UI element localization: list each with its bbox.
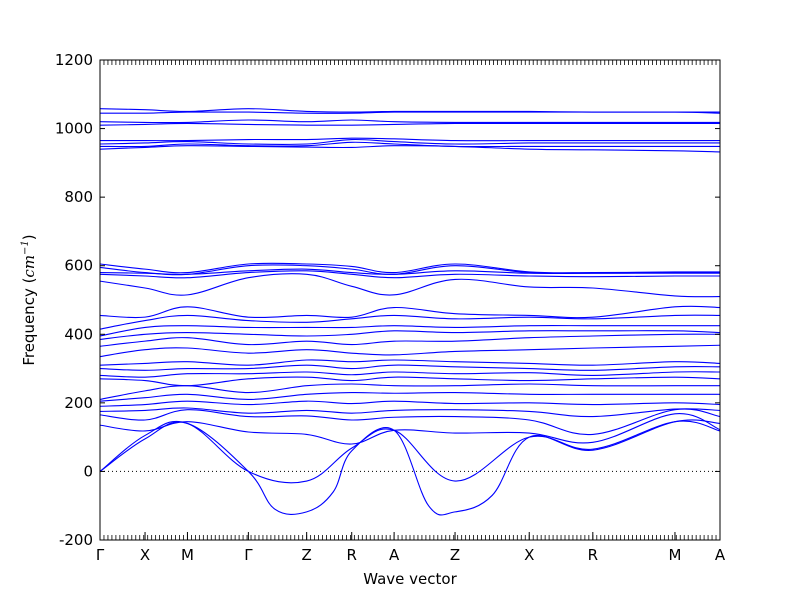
band-line-23: [99, 262, 721, 274]
band-line-14: [99, 333, 721, 347]
x-axis-label: Wave vector: [363, 570, 457, 588]
y-axis-label-unit: cm: [20, 255, 38, 278]
band-line-19: [99, 273, 721, 298]
y-tick-label: 1200: [55, 51, 93, 69]
band-line-12: [99, 359, 721, 366]
band-line-26: [99, 138, 720, 146]
ticks-group: -200 0 200 400 600 800 1000 1200 Γ X M Γ Z R A Z X R M A: [55, 51, 726, 564]
band-line-10: [99, 371, 721, 378]
y-tick-label: 400: [64, 325, 93, 343]
band-line-31: [99, 108, 721, 114]
band-line-20: [99, 270, 721, 279]
band-line-29: [99, 119, 720, 124]
band-line-9: [99, 376, 721, 387]
x-tick-label: X: [140, 546, 150, 564]
x-tick-label: M: [668, 546, 681, 564]
x-tick-label: Γ: [96, 546, 105, 564]
y-tick-label: 1000: [55, 120, 93, 138]
band-line-13: [99, 344, 721, 358]
y-tick-label: 800: [64, 188, 93, 206]
band-line-24: [99, 145, 721, 153]
x-tick-label: R: [346, 546, 356, 564]
series-group: [99, 108, 721, 516]
x-tick-label: M: [181, 546, 194, 564]
x-tick-label: R: [588, 546, 598, 564]
band-line-15: [99, 330, 721, 340]
x-tick-label: Z: [450, 546, 460, 564]
band-line-2: [99, 419, 721, 516]
y-axis-label: Frequency (cm−1): [20, 234, 38, 365]
band-line-28: [99, 122, 720, 126]
x-tick-label: A: [389, 546, 400, 564]
y-tick-label: 600: [64, 257, 93, 275]
band-line-25: [99, 141, 720, 148]
band-line-3: [99, 413, 721, 445]
y-axis-label-exponent: −1: [20, 240, 31, 255]
x-tick-label: A: [715, 546, 726, 564]
band-line-11: [99, 364, 721, 371]
band-line-27: [100, 137, 720, 142]
x-tick-label: X: [524, 546, 534, 564]
y-tick-label: 0: [83, 462, 93, 480]
plot-frame: [99, 59, 721, 541]
band-line-7: [99, 391, 720, 402]
band-line-5: [99, 407, 721, 418]
y-axis-label-suffix: ): [20, 234, 38, 240]
band-line-17: [99, 314, 721, 330]
band-line-16: [99, 325, 720, 337]
band-line-18: [99, 305, 721, 319]
band-line-22: [99, 264, 721, 276]
band-line-4: [99, 408, 721, 436]
y-tick-label: -200: [59, 531, 93, 549]
y-axis-label-prefix: Frequency (: [20, 278, 38, 366]
x-tick-label: Z: [302, 546, 312, 564]
x-tick-label: Γ: [244, 546, 253, 564]
y-tick-label: 200: [64, 394, 93, 412]
band-line-6: [99, 400, 721, 407]
